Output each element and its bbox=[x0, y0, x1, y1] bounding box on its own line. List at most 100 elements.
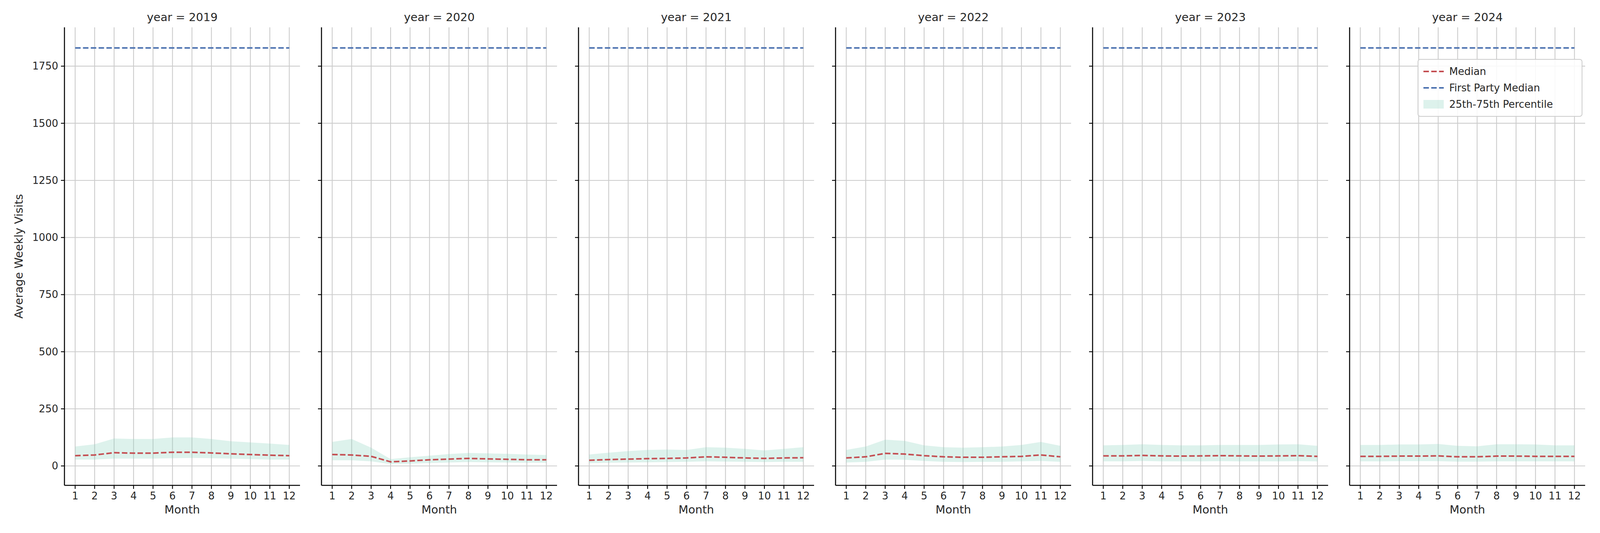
x-tick-label: 7 bbox=[702, 490, 710, 502]
grid-line bbox=[835, 180, 1072, 181]
grid-line bbox=[1200, 27, 1201, 486]
x-tick-label: 9 bbox=[484, 490, 492, 502]
y-tick bbox=[832, 180, 836, 181]
x-axis bbox=[1349, 485, 1586, 487]
x-tick-label: 8 bbox=[1493, 490, 1500, 502]
x-tick bbox=[845, 485, 847, 490]
x-tick bbox=[783, 485, 785, 490]
x-tick-label: 10 bbox=[500, 490, 514, 502]
band bbox=[75, 437, 290, 460]
grid-line bbox=[113, 27, 115, 486]
x-tick-label: 5 bbox=[1177, 490, 1185, 502]
line bbox=[846, 453, 1061, 459]
x-tick bbox=[1180, 485, 1182, 490]
grid-line bbox=[321, 65, 558, 67]
grid-line bbox=[1398, 27, 1400, 486]
x-tick bbox=[390, 485, 392, 490]
line bbox=[332, 454, 547, 463]
grid-line bbox=[1001, 27, 1003, 486]
panel-title: year = 2021 bbox=[660, 10, 732, 24]
x-tick bbox=[627, 485, 629, 490]
x-tick-label: 11 bbox=[1548, 490, 1562, 502]
x-tick-label: 10 bbox=[1271, 490, 1285, 502]
band bbox=[589, 447, 804, 464]
x-tick-label: 6 bbox=[683, 490, 690, 502]
grid-line bbox=[390, 27, 392, 486]
line bbox=[846, 47, 1061, 49]
x-tick bbox=[1200, 485, 1201, 490]
panel: 123456789101112year = 2020Month bbox=[317, 10, 558, 517]
y-tick bbox=[575, 465, 579, 467]
x-tick bbox=[526, 485, 528, 490]
y-tick bbox=[832, 237, 836, 238]
x-tick bbox=[409, 485, 411, 490]
grid-line bbox=[1349, 180, 1586, 181]
y-tick bbox=[1346, 351, 1350, 353]
x-tick bbox=[250, 485, 251, 490]
x-tick-label: 5 bbox=[406, 490, 414, 502]
grid-line bbox=[64, 294, 300, 295]
x-tick bbox=[705, 485, 707, 490]
x-axis-label: Month bbox=[1449, 503, 1486, 517]
x-tick bbox=[230, 485, 232, 490]
legend-label: 25th-75th Percentile bbox=[1449, 98, 1553, 111]
grid-line bbox=[370, 27, 372, 486]
y-tick bbox=[1089, 65, 1093, 67]
grid-line bbox=[705, 27, 707, 486]
grid-line bbox=[835, 123, 1072, 124]
line bbox=[332, 47, 547, 49]
band bbox=[846, 439, 1061, 463]
x-tick bbox=[448, 485, 450, 490]
x-tick bbox=[487, 485, 489, 490]
y-tick-label: 750 bbox=[38, 288, 59, 301]
y-tick-label: 1750 bbox=[32, 60, 59, 72]
y-axis bbox=[321, 27, 323, 486]
plot-area bbox=[1103, 48, 1318, 462]
grid-line bbox=[288, 27, 290, 486]
x-tick bbox=[191, 485, 193, 490]
x-tick-label: 10 bbox=[1528, 490, 1542, 502]
grid-line bbox=[321, 123, 558, 124]
y-tick bbox=[575, 180, 579, 181]
x-tick-label: 6 bbox=[169, 490, 176, 502]
x-tick bbox=[269, 485, 271, 490]
grid-line bbox=[1349, 408, 1586, 410]
x-tick-label: 2 bbox=[348, 490, 356, 502]
line bbox=[1103, 455, 1318, 457]
x-tick bbox=[1535, 485, 1536, 490]
grid-line bbox=[526, 27, 528, 486]
x-tick-label: 12 bbox=[1567, 490, 1581, 502]
grid-line bbox=[1092, 351, 1329, 353]
y-tick bbox=[575, 65, 579, 67]
x-tick-label: 11 bbox=[520, 490, 534, 502]
x-axis-label: Month bbox=[678, 503, 715, 517]
grid-line bbox=[1278, 27, 1279, 486]
y-tick-label: 1500 bbox=[32, 117, 59, 130]
grid-line bbox=[409, 27, 411, 486]
grid-line bbox=[1122, 27, 1124, 486]
grid-line bbox=[962, 27, 964, 486]
x-tick-label: 12 bbox=[539, 490, 553, 502]
line bbox=[589, 457, 804, 461]
band bbox=[1360, 444, 1575, 462]
grid-line bbox=[1021, 27, 1022, 486]
x-tick-label: 10 bbox=[243, 490, 257, 502]
y-tick bbox=[317, 123, 322, 124]
x-tick bbox=[370, 485, 372, 490]
grid-line bbox=[845, 27, 847, 486]
x-axis-label: Month bbox=[1192, 503, 1229, 517]
y-tick bbox=[1346, 294, 1350, 295]
grid-line bbox=[764, 27, 765, 486]
plot-area bbox=[75, 48, 290, 460]
x-tick bbox=[588, 485, 590, 490]
x-tick-label: 1 bbox=[1100, 490, 1107, 502]
grid-line bbox=[942, 27, 944, 486]
grid-line bbox=[1297, 27, 1299, 486]
y-axis bbox=[1349, 27, 1351, 486]
x-tick-label: 11 bbox=[1034, 490, 1048, 502]
x-tick-label: 11 bbox=[777, 490, 791, 502]
x-tick-label: 10 bbox=[1014, 490, 1028, 502]
grid-line bbox=[1141, 27, 1143, 486]
x-tick-label: 3 bbox=[1396, 490, 1403, 502]
x-tick bbox=[744, 485, 746, 490]
